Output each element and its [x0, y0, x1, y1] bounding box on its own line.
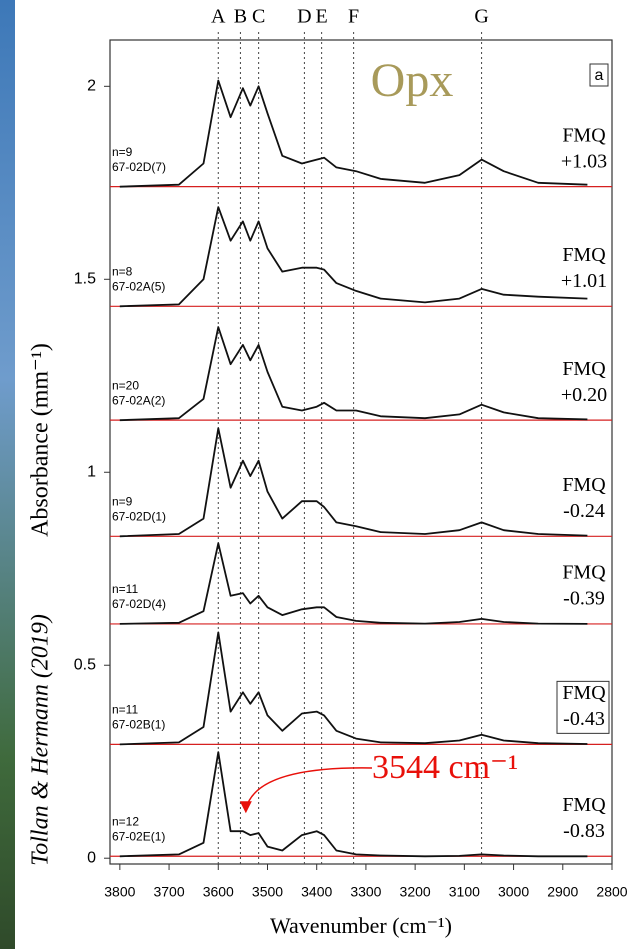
spectrum — [119, 326, 588, 422]
annotation-arrow — [245, 767, 373, 810]
spectrum — [119, 751, 588, 858]
x-tick-label: 3400 — [301, 884, 332, 900]
panel-label-box — [589, 63, 609, 87]
peak-label: A — [211, 6, 226, 28]
spectrum — [119, 427, 588, 538]
fmq-value: +1.03 — [561, 150, 607, 172]
sample-count: n=9 — [112, 145, 133, 159]
x-tick-label: 3200 — [400, 884, 431, 900]
fmq-label: FMQ — [562, 474, 606, 496]
fmq-value: -0.24 — [563, 500, 605, 522]
x-tick-label: 3700 — [153, 884, 184, 900]
spectrum — [119, 631, 588, 746]
x-tick-label: 3600 — [203, 884, 234, 900]
x-tick-label: 3300 — [350, 884, 381, 900]
sample-name: 67-02D(1) — [112, 510, 166, 524]
fmq-label: FMQ — [562, 562, 606, 584]
y-tick-label: 1.5 — [74, 271, 96, 288]
sample-name: 67-02B(1) — [112, 718, 165, 732]
x-tick-label: 2900 — [547, 884, 578, 900]
sample-name: 67-02A(2) — [112, 393, 165, 407]
spectrum — [119, 206, 588, 308]
sample-name: 67-02A(5) — [112, 279, 165, 293]
sample-name: 67-02D(4) — [112, 597, 166, 611]
y-tick-label: 1 — [87, 463, 96, 480]
plot-frame — [109, 39, 613, 865]
annotation-text: 3544 cm⁻¹ — [372, 749, 518, 786]
x-axis-label: Wavenumber (cm⁻¹) — [270, 913, 452, 938]
y-tick-label: 0 — [87, 849, 96, 866]
sample-name: 67-02D(7) — [112, 160, 166, 174]
spectrum — [119, 79, 588, 188]
panel-label: a — [595, 67, 604, 84]
sample-count: n=8 — [112, 264, 133, 278]
peak-label: E — [316, 6, 328, 28]
x-tick-label: 3800 — [104, 884, 135, 900]
sample-name: 67-02E(1) — [112, 829, 165, 843]
fmq-label: FMQ — [562, 124, 606, 146]
y-axis-label: Absorbance (mm⁻¹) — [28, 343, 54, 537]
fmq-value: +1.01 — [561, 270, 607, 292]
fmq-label: FMQ — [562, 358, 606, 380]
x-tick-label: 3100 — [449, 884, 480, 900]
sample-count: n=12 — [112, 814, 139, 828]
fmq-value: +0.20 — [561, 384, 607, 406]
peak-label: F — [348, 6, 359, 28]
x-tick-label: 3000 — [498, 884, 529, 900]
sample-count: n=11 — [112, 703, 138, 717]
peak-label: B — [234, 6, 247, 28]
sample-count: n=11 — [112, 582, 138, 596]
x-tick-label: 2800 — [596, 884, 627, 900]
peak-label: G — [474, 6, 488, 28]
annotation-arrowhead — [239, 801, 252, 814]
fmq-value: -0.43 — [563, 708, 605, 730]
y-tick-label: 2 — [87, 78, 96, 95]
figure-panel — [15, 0, 638, 949]
y-tick-label: 0.5 — [74, 656, 96, 673]
x-tick-label: 3500 — [252, 884, 283, 900]
sample-count: n=20 — [112, 378, 139, 392]
sample-count: n=9 — [112, 495, 133, 509]
fmq-box — [556, 680, 610, 734]
fmq-label: FMQ — [562, 244, 606, 266]
fmq-value: -0.83 — [563, 820, 605, 842]
fmq-label: FMQ — [562, 794, 606, 816]
mineral-label: Opx — [371, 54, 454, 107]
spectrum — [119, 542, 588, 625]
peak-label: D — [297, 6, 311, 28]
fmq-label: FMQ — [562, 682, 606, 704]
citation: Tollan & Hermann (2019) — [28, 614, 54, 866]
peak-label: C — [252, 6, 265, 28]
fmq-value: -0.39 — [563, 588, 605, 610]
